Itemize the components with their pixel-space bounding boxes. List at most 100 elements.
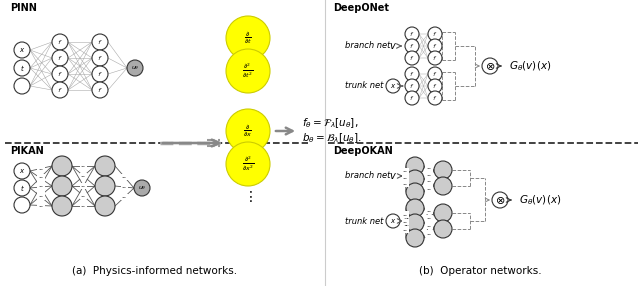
Text: $\backsim$: $\backsim$: [38, 193, 44, 198]
Text: $\backsim$: $\backsim$: [38, 194, 44, 200]
Text: $\mathcal{f}$: $\mathcal{f}$: [433, 30, 438, 38]
Circle shape: [226, 16, 270, 60]
Text: $\otimes$: $\otimes$: [485, 61, 495, 72]
Text: $G_\theta(v)(x)$: $G_\theta(v)(x)$: [519, 193, 561, 207]
Circle shape: [226, 142, 270, 186]
Text: $\backsim$: $\backsim$: [38, 186, 44, 191]
Text: (a)  Physics-informed networks.: (a) Physics-informed networks.: [72, 266, 237, 276]
Circle shape: [92, 50, 108, 66]
Text: $\mathcal{f}$: $\mathcal{f}$: [410, 42, 415, 50]
Text: $\mathcal{f}$: $\mathcal{f}$: [433, 82, 438, 90]
Circle shape: [434, 161, 452, 179]
Text: $\backsim$: $\backsim$: [121, 194, 128, 200]
Text: $\mathcal{f}$: $\mathcal{f}$: [433, 42, 438, 50]
Text: $\backsim$: $\backsim$: [38, 176, 44, 181]
Circle shape: [52, 50, 68, 66]
Circle shape: [95, 196, 115, 216]
Text: $\backsim$: $\backsim$: [426, 166, 432, 170]
Text: $\backsim$: $\backsim$: [80, 174, 87, 178]
Circle shape: [52, 196, 72, 216]
Text: $\backsim$: $\backsim$: [426, 208, 432, 213]
Circle shape: [434, 177, 452, 195]
Circle shape: [92, 82, 108, 98]
Text: $\backsim$: $\backsim$: [38, 183, 44, 188]
Circle shape: [52, 156, 72, 176]
Circle shape: [14, 180, 30, 196]
Text: $x$: $x$: [390, 82, 396, 90]
Circle shape: [14, 42, 30, 58]
Text: $u_\theta$: $u_\theta$: [131, 64, 140, 72]
Text: $\backsim$: $\backsim$: [121, 174, 128, 180]
Circle shape: [405, 79, 419, 93]
Text: $\backsim$: $\backsim$: [426, 215, 432, 221]
Circle shape: [52, 82, 68, 98]
Text: $\backsim$: $\backsim$: [38, 174, 44, 180]
Text: $\frac{\partial}{\partial t}$: $\frac{\partial}{\partial t}$: [244, 30, 252, 46]
Text: $\backsim$: $\backsim$: [426, 231, 432, 236]
Text: $\mathcal{f}$: $\mathcal{f}$: [410, 30, 415, 38]
Text: branch net: branch net: [345, 41, 390, 51]
Text: $\mathcal{f}$: $\mathcal{f}$: [57, 38, 63, 46]
Text: $u_\theta$: $u_\theta$: [138, 184, 147, 192]
Circle shape: [405, 91, 419, 105]
Circle shape: [406, 229, 424, 247]
Text: $b_\theta = \mathcal{B}_\lambda[u_\theta].$: $b_\theta = \mathcal{B}_\lambda[u_\theta…: [302, 131, 362, 145]
Text: $\mathcal{f}$: $\mathcal{f}$: [97, 38, 103, 46]
Text: trunk net: trunk net: [345, 82, 383, 90]
Text: $\backsim$: $\backsim$: [403, 227, 409, 232]
Text: $x$: $x$: [19, 167, 25, 175]
Text: branch net: branch net: [345, 172, 390, 180]
Text: trunk net: trunk net: [345, 217, 383, 225]
Text: $\backsim$: $\backsim$: [426, 172, 432, 177]
Text: $\backsim$: $\backsim$: [403, 175, 409, 180]
Circle shape: [14, 163, 30, 179]
Circle shape: [428, 51, 442, 65]
Text: $\backsim$: $\backsim$: [80, 184, 87, 188]
Circle shape: [428, 27, 442, 41]
Circle shape: [434, 220, 452, 238]
Circle shape: [14, 60, 30, 76]
Text: (b)  Operator networks.: (b) Operator networks.: [419, 266, 541, 276]
Circle shape: [127, 60, 143, 76]
Text: $\backsim$: $\backsim$: [80, 204, 87, 208]
Text: $\mathcal{f}$: $\mathcal{f}$: [57, 86, 63, 94]
Text: $\backsim$: $\backsim$: [38, 184, 44, 190]
Text: $\mathcal{f}$: $\mathcal{f}$: [433, 94, 438, 102]
Text: $\backsim$: $\backsim$: [403, 212, 409, 217]
Text: $\backsim$: $\backsim$: [80, 164, 87, 168]
Text: PIKAN: PIKAN: [10, 146, 44, 156]
Circle shape: [406, 199, 424, 217]
Circle shape: [134, 180, 150, 196]
Circle shape: [92, 66, 108, 82]
Circle shape: [52, 176, 72, 196]
Text: $\backsim$: $\backsim$: [403, 168, 409, 174]
Text: $\backsim$: $\backsim$: [80, 194, 87, 198]
Circle shape: [226, 109, 270, 153]
Text: $\mathcal{f}$: $\mathcal{f}$: [97, 70, 103, 78]
Circle shape: [405, 27, 419, 41]
Text: $\backsim$: $\backsim$: [426, 178, 432, 184]
Text: $\mathcal{f}$: $\mathcal{f}$: [433, 54, 438, 62]
Text: $v$: $v$: [389, 41, 397, 51]
Circle shape: [386, 79, 400, 93]
Text: $t$: $t$: [19, 63, 24, 73]
Text: $\frac{\partial^2}{\partial x^2}$: $\frac{\partial^2}{\partial x^2}$: [242, 155, 254, 173]
Circle shape: [406, 183, 424, 201]
Text: PINN: PINN: [10, 3, 37, 13]
Circle shape: [482, 58, 498, 74]
Circle shape: [92, 34, 108, 50]
Text: $\backsim$: $\backsim$: [80, 174, 87, 178]
Text: $\backsim$: $\backsim$: [426, 186, 432, 192]
Text: $\backsim$: $\backsim$: [38, 166, 44, 171]
Text: $\frac{\partial}{\partial x}$: $\frac{\partial}{\partial x}$: [243, 123, 253, 139]
Text: $\frac{\partial^2}{\partial t^2}$: $\frac{\partial^2}{\partial t^2}$: [243, 62, 253, 80]
Circle shape: [52, 66, 68, 82]
Circle shape: [428, 67, 442, 81]
Text: $\backsim$: $\backsim$: [80, 184, 87, 188]
Text: $\mathcal{f}$: $\mathcal{f}$: [57, 70, 63, 78]
Text: $\mathcal{f}$: $\mathcal{f}$: [410, 94, 415, 102]
Circle shape: [95, 176, 115, 196]
Text: $\mathcal{f}$: $\mathcal{f}$: [97, 86, 103, 94]
Text: $\mathcal{f}$: $\mathcal{f}$: [410, 54, 415, 62]
Circle shape: [226, 49, 270, 93]
